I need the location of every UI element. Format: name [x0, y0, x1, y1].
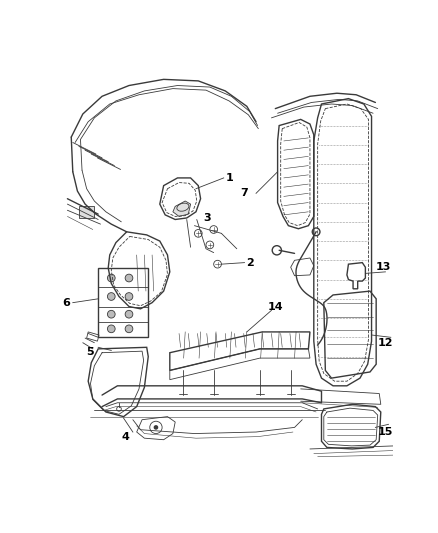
- Text: 5: 5: [87, 347, 94, 357]
- Text: 15: 15: [378, 427, 393, 437]
- Text: 3: 3: [204, 213, 211, 223]
- Circle shape: [125, 293, 133, 301]
- Text: 2: 2: [246, 257, 254, 268]
- Circle shape: [125, 274, 133, 282]
- Circle shape: [107, 293, 115, 301]
- Circle shape: [107, 310, 115, 318]
- Circle shape: [107, 325, 115, 333]
- Text: 14: 14: [268, 302, 283, 312]
- Circle shape: [107, 274, 115, 282]
- Text: 6: 6: [62, 297, 70, 308]
- Text: 1: 1: [225, 173, 233, 183]
- Text: 12: 12: [378, 338, 393, 348]
- Text: 4: 4: [121, 432, 129, 442]
- Polygon shape: [173, 201, 191, 216]
- Text: 13: 13: [375, 262, 391, 272]
- Circle shape: [125, 310, 133, 318]
- Circle shape: [154, 425, 158, 430]
- Polygon shape: [79, 206, 94, 218]
- Text: 7: 7: [240, 188, 248, 198]
- Circle shape: [125, 325, 133, 333]
